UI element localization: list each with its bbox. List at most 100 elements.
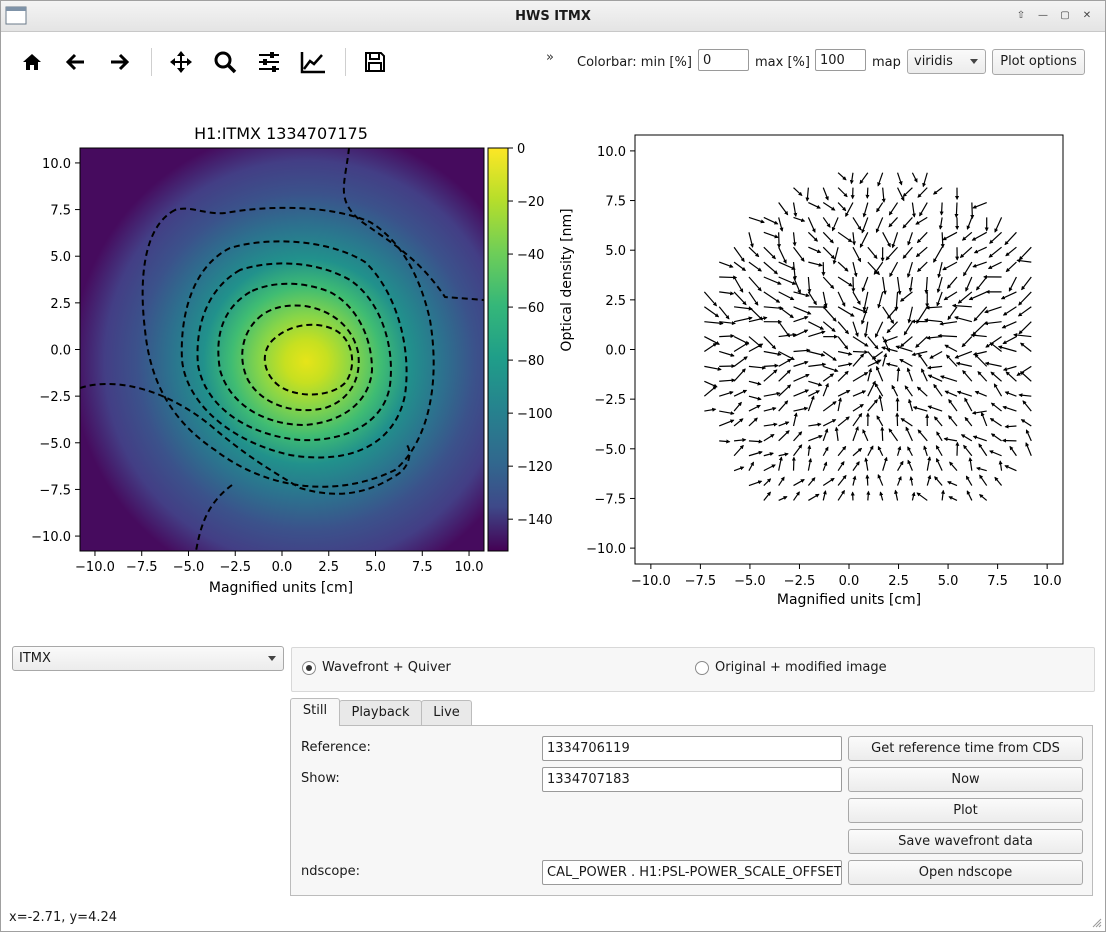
ndscope-input[interactable]: CAL_POWER . H1:PSL-POWER_SCALE_OFFSET <box>542 860 842 885</box>
quiver-arrow <box>994 217 1003 233</box>
quiver-arrow <box>852 353 865 367</box>
home-button[interactable] <box>17 47 47 77</box>
tab-still[interactable]: Still <box>290 698 340 726</box>
quiver-arrow <box>778 496 788 501</box>
resize-grip-icon[interactable] <box>1092 918 1102 928</box>
quiver-arrow <box>778 384 792 397</box>
reference-input[interactable]: 1334706119 <box>542 736 842 761</box>
quiver-arrow <box>998 460 1003 471</box>
plot-button[interactable]: Plot <box>848 798 1083 823</box>
radio-wavefront-quiver-label[interactable]: Wavefront + Quiver <box>322 660 451 675</box>
quiver-arrow <box>808 261 823 267</box>
toolbar-overflow-icon[interactable]: » <box>546 50 554 65</box>
quiver-arrow <box>968 291 987 301</box>
quiver-arrow <box>1021 276 1032 291</box>
quiver-arrow <box>963 444 973 457</box>
quiver-arrow <box>793 246 805 262</box>
quiver-arrow <box>886 321 898 334</box>
quiver-arrow <box>837 416 850 427</box>
configure-subplots-button[interactable] <box>254 47 284 77</box>
colorbar-tick-label: −120 <box>517 460 553 475</box>
plot-canvas[interactable]: H1:ITMX 1334707175 −10.0 −7.5 −5.0 −2.5 0.0 2… <box>0 95 1104 615</box>
quiver-arrow <box>849 172 854 185</box>
open-ndscope-button[interactable]: Open ndscope <box>848 860 1083 885</box>
quiver-arrow <box>885 246 898 261</box>
quiver-arrow <box>778 369 791 382</box>
quiver-arrow <box>867 246 878 259</box>
tab-live[interactable]: Live <box>421 700 472 725</box>
radio-original-modified[interactable] <box>695 661 709 675</box>
close-icon[interactable]: ✕ <box>1082 10 1092 21</box>
x-tick-label: −10.0 <box>75 560 115 575</box>
quiver-arrow <box>935 445 943 457</box>
edit-axis-button[interactable] <box>298 47 328 77</box>
x-tick-label: 10.0 <box>455 560 484 575</box>
quiver-arrow <box>1005 261 1017 273</box>
quiver-arrow <box>882 456 888 471</box>
quiver-arrow <box>990 371 1002 382</box>
quiver-arrow <box>876 415 884 427</box>
save-figure-button[interactable] <box>360 47 390 77</box>
quiver-arrow <box>973 246 987 254</box>
quiver-arrow <box>822 419 837 427</box>
tab-playback[interactable]: Playback <box>339 700 422 725</box>
quiver-arrow <box>763 464 776 472</box>
quiver-arrow <box>979 474 988 486</box>
quiver-arrow <box>822 428 829 442</box>
quiver-arrow <box>837 350 853 356</box>
plot-options-button[interactable]: Plot options <box>992 49 1085 75</box>
quiver-arrow <box>895 345 913 353</box>
quiver-arrow <box>882 352 888 367</box>
colorbar-min-input[interactable]: 0 <box>698 49 749 71</box>
colormap-select[interactable]: viridis <box>907 49 986 74</box>
quiver-arrow <box>867 399 878 412</box>
quiver-arrow <box>822 382 829 397</box>
quiver-arrow <box>807 444 812 456</box>
quiver-arrow <box>891 232 899 249</box>
quiver-arrow <box>882 276 887 295</box>
quiver-arrow <box>904 385 913 397</box>
right-y-axis: 10.0 7.5 5.0 2.5 0.0 −2.5 −5.0 −7.5 −10.0 <box>586 145 635 557</box>
show-input[interactable]: 1334707183 <box>542 767 842 792</box>
quiver-arrow <box>1018 393 1032 398</box>
minimize-icon[interactable]: — <box>1038 10 1048 21</box>
quiver-arrow <box>748 450 763 457</box>
quiver-arrow <box>748 417 758 427</box>
quiver-arrow <box>837 202 847 212</box>
right-x-axis: −10.0 −7.5 −5.0 −2.5 0.0 2.5 5.0 7.5 10.0 <box>631 564 1062 589</box>
x-tick-label: −10.0 <box>631 574 671 589</box>
quiver-arrow <box>852 426 859 442</box>
quiver-arrow <box>793 406 809 412</box>
x-tick-label: 2.5 <box>318 560 339 575</box>
configure-subplots-icon <box>259 52 279 72</box>
quiver-arrows <box>703 172 1032 501</box>
quiver-arrow <box>966 217 973 230</box>
quiver-arrow <box>968 457 973 471</box>
radio-original-modified-label[interactable]: Original + modified image <box>715 660 887 675</box>
quiver-arrow <box>917 261 928 273</box>
save-wavefront-data-button[interactable]: Save wavefront data <box>848 829 1083 854</box>
zoom-button[interactable] <box>210 47 240 77</box>
maximize-icon[interactable]: ▢ <box>1060 10 1070 21</box>
colorbar-max-input[interactable]: 100 <box>815 49 866 71</box>
back-button[interactable] <box>61 47 91 77</box>
quiver-arrow <box>908 398 913 412</box>
radio-wavefront-quiver[interactable] <box>302 661 316 675</box>
quiver-arrow <box>793 431 803 442</box>
pan-button[interactable] <box>166 47 196 77</box>
keep-above-icon[interactable]: ⇧ <box>1016 10 1026 21</box>
forward-button[interactable] <box>104 47 134 77</box>
optic-select[interactable]: ITMX <box>12 646 284 671</box>
x-tick-label: −5.0 <box>173 560 205 575</box>
quiver-arrow <box>896 172 903 186</box>
get-reference-time-button[interactable]: Get reference time from CDS <box>848 736 1083 761</box>
quiver-arrow <box>808 362 827 367</box>
quiver-arrow <box>948 415 958 427</box>
quiver-arrow <box>852 321 859 338</box>
quiver-arrow <box>897 460 904 471</box>
quiver-arrow <box>778 321 790 338</box>
quiver-arrow <box>945 354 958 367</box>
quiver-arrow <box>822 401 837 412</box>
quiver-arrow <box>748 336 763 348</box>
now-button[interactable]: Now <box>848 767 1083 792</box>
